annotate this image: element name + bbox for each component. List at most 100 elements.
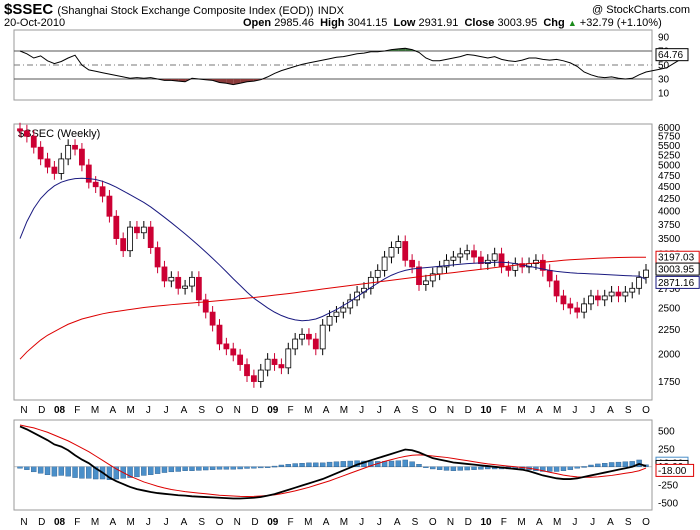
- macd-histogram-bar: [340, 461, 347, 467]
- candle-body: [299, 333, 305, 340]
- price-tick-label: 2500: [658, 303, 681, 314]
- macd-histogram-bar: [203, 466, 209, 471]
- ma-long-line: [19, 256, 647, 360]
- candle-body: [120, 238, 127, 252]
- candle-body: [574, 307, 581, 313]
- price-x-label: D: [38, 405, 45, 416]
- candle-body: [134, 226, 140, 234]
- macd-histogram-bar: [560, 466, 567, 471]
- macd-histogram-bar: [51, 466, 58, 477]
- macd-histogram-bar: [189, 466, 195, 471]
- price-x-label: N: [447, 405, 454, 416]
- rsi-line: [19, 47, 688, 86]
- candle-body: [594, 295, 601, 301]
- candle-body: [147, 226, 154, 249]
- macd-histogram-bar: [258, 466, 264, 469]
- candle-body: [588, 295, 594, 305]
- macd-histogram-bar: [154, 466, 161, 474]
- candle-body: [106, 195, 113, 217]
- price-chart-title: $SSEC (Weekly): [18, 128, 100, 140]
- price-x-label: M: [517, 405, 525, 416]
- macd-histogram-bar: [86, 466, 92, 479]
- price-tick-label: 1750: [658, 377, 681, 388]
- price-x-label: S: [625, 405, 632, 416]
- macd-x-label: A: [181, 517, 188, 528]
- candle-body: [608, 291, 615, 297]
- copyright[interactable]: @ StockCharts.com: [592, 4, 690, 16]
- macd-histogram-bar: [161, 466, 168, 473]
- price-tick-label: 2000: [658, 349, 681, 360]
- candle-body: [30, 135, 37, 148]
- macd-x-label: J: [146, 517, 151, 528]
- macd-x-label: F: [288, 517, 294, 528]
- price-x-label: A: [394, 405, 401, 416]
- macd-histogram-bar: [237, 466, 243, 470]
- macd-x-label: N: [234, 517, 241, 528]
- price-x-label: A: [110, 405, 117, 416]
- price-x-label: J: [572, 405, 577, 416]
- macd-x-label: O: [642, 517, 650, 528]
- price-x-label: 09: [267, 405, 279, 416]
- macd-histogram-bar: [450, 466, 457, 471]
- candle-body: [58, 158, 65, 174]
- macd-signal-line: [19, 424, 647, 497]
- price-tick-label: 4250: [658, 194, 681, 205]
- candle-body: [457, 253, 464, 258]
- macd-histogram-bar: [106, 466, 113, 480]
- macd-histogram-bar: [416, 464, 422, 467]
- chg-label: Chg: [543, 17, 565, 29]
- candle-body: [643, 269, 649, 278]
- macd-histogram-bar: [395, 460, 402, 467]
- close-last-label-box: [655, 262, 700, 276]
- candle-body: [615, 291, 622, 297]
- macd-histogram-bar: [92, 466, 99, 480]
- macd-histogram-bar: [230, 466, 236, 470]
- macd-histogram-bar: [409, 461, 415, 468]
- candle-body: [443, 259, 450, 268]
- candle-body: [491, 253, 498, 261]
- exchange: INDX: [317, 5, 345, 17]
- price-x-label: A: [607, 405, 614, 416]
- candle-body: [436, 266, 443, 275]
- chg-arrow-icon: ▲: [567, 18, 577, 28]
- macd-histogram-bar: [148, 466, 154, 475]
- candle-body: [471, 250, 477, 258]
- macd-x-label: D: [38, 517, 45, 528]
- candle-body: [333, 311, 340, 317]
- macd-x-label: F: [501, 517, 507, 528]
- macd-histogram-bar: [175, 466, 181, 472]
- macd-x-label: A: [323, 517, 330, 528]
- candle-body: [23, 130, 30, 137]
- candle-body: [478, 256, 484, 264]
- candle-body: [44, 158, 51, 168]
- candle-body: [636, 276, 643, 289]
- macd-histogram-bar: [368, 461, 374, 467]
- candle-body: [113, 215, 120, 239]
- macd-histogram-bar: [588, 464, 594, 467]
- macd-x-label: A: [607, 517, 614, 528]
- price-tick-label: 3750: [658, 220, 681, 231]
- ma-short-last-label-box: [655, 275, 700, 289]
- macd-histogram-bar: [299, 463, 305, 468]
- price-x-label: J: [377, 405, 382, 416]
- macd-histogram-bar: [264, 466, 271, 468]
- macd-x-label: 09: [267, 517, 279, 528]
- candle-body: [402, 241, 409, 261]
- candle-body: [629, 287, 636, 293]
- macd-x-label: O: [216, 517, 224, 528]
- price-tick-label: 5500: [658, 141, 681, 152]
- macd-x-label: A: [110, 517, 117, 528]
- macd-histogram-bar: [216, 466, 223, 470]
- macd-x-label: M: [126, 517, 134, 528]
- macd-histogram-bar: [17, 466, 23, 469]
- macd-histogram-bar: [333, 461, 340, 468]
- macd-histogram-bar: [615, 461, 622, 467]
- macd-x-label: M: [517, 517, 525, 528]
- macd-histogram-bar: [567, 466, 574, 470]
- candle-body: [278, 364, 285, 369]
- candle-body: [395, 241, 402, 249]
- symbol-title: $SSEC (Shanghai Stock Exchange Composite…: [4, 1, 344, 18]
- price-x-label: M: [126, 405, 134, 416]
- macd-x-label: M: [91, 517, 99, 528]
